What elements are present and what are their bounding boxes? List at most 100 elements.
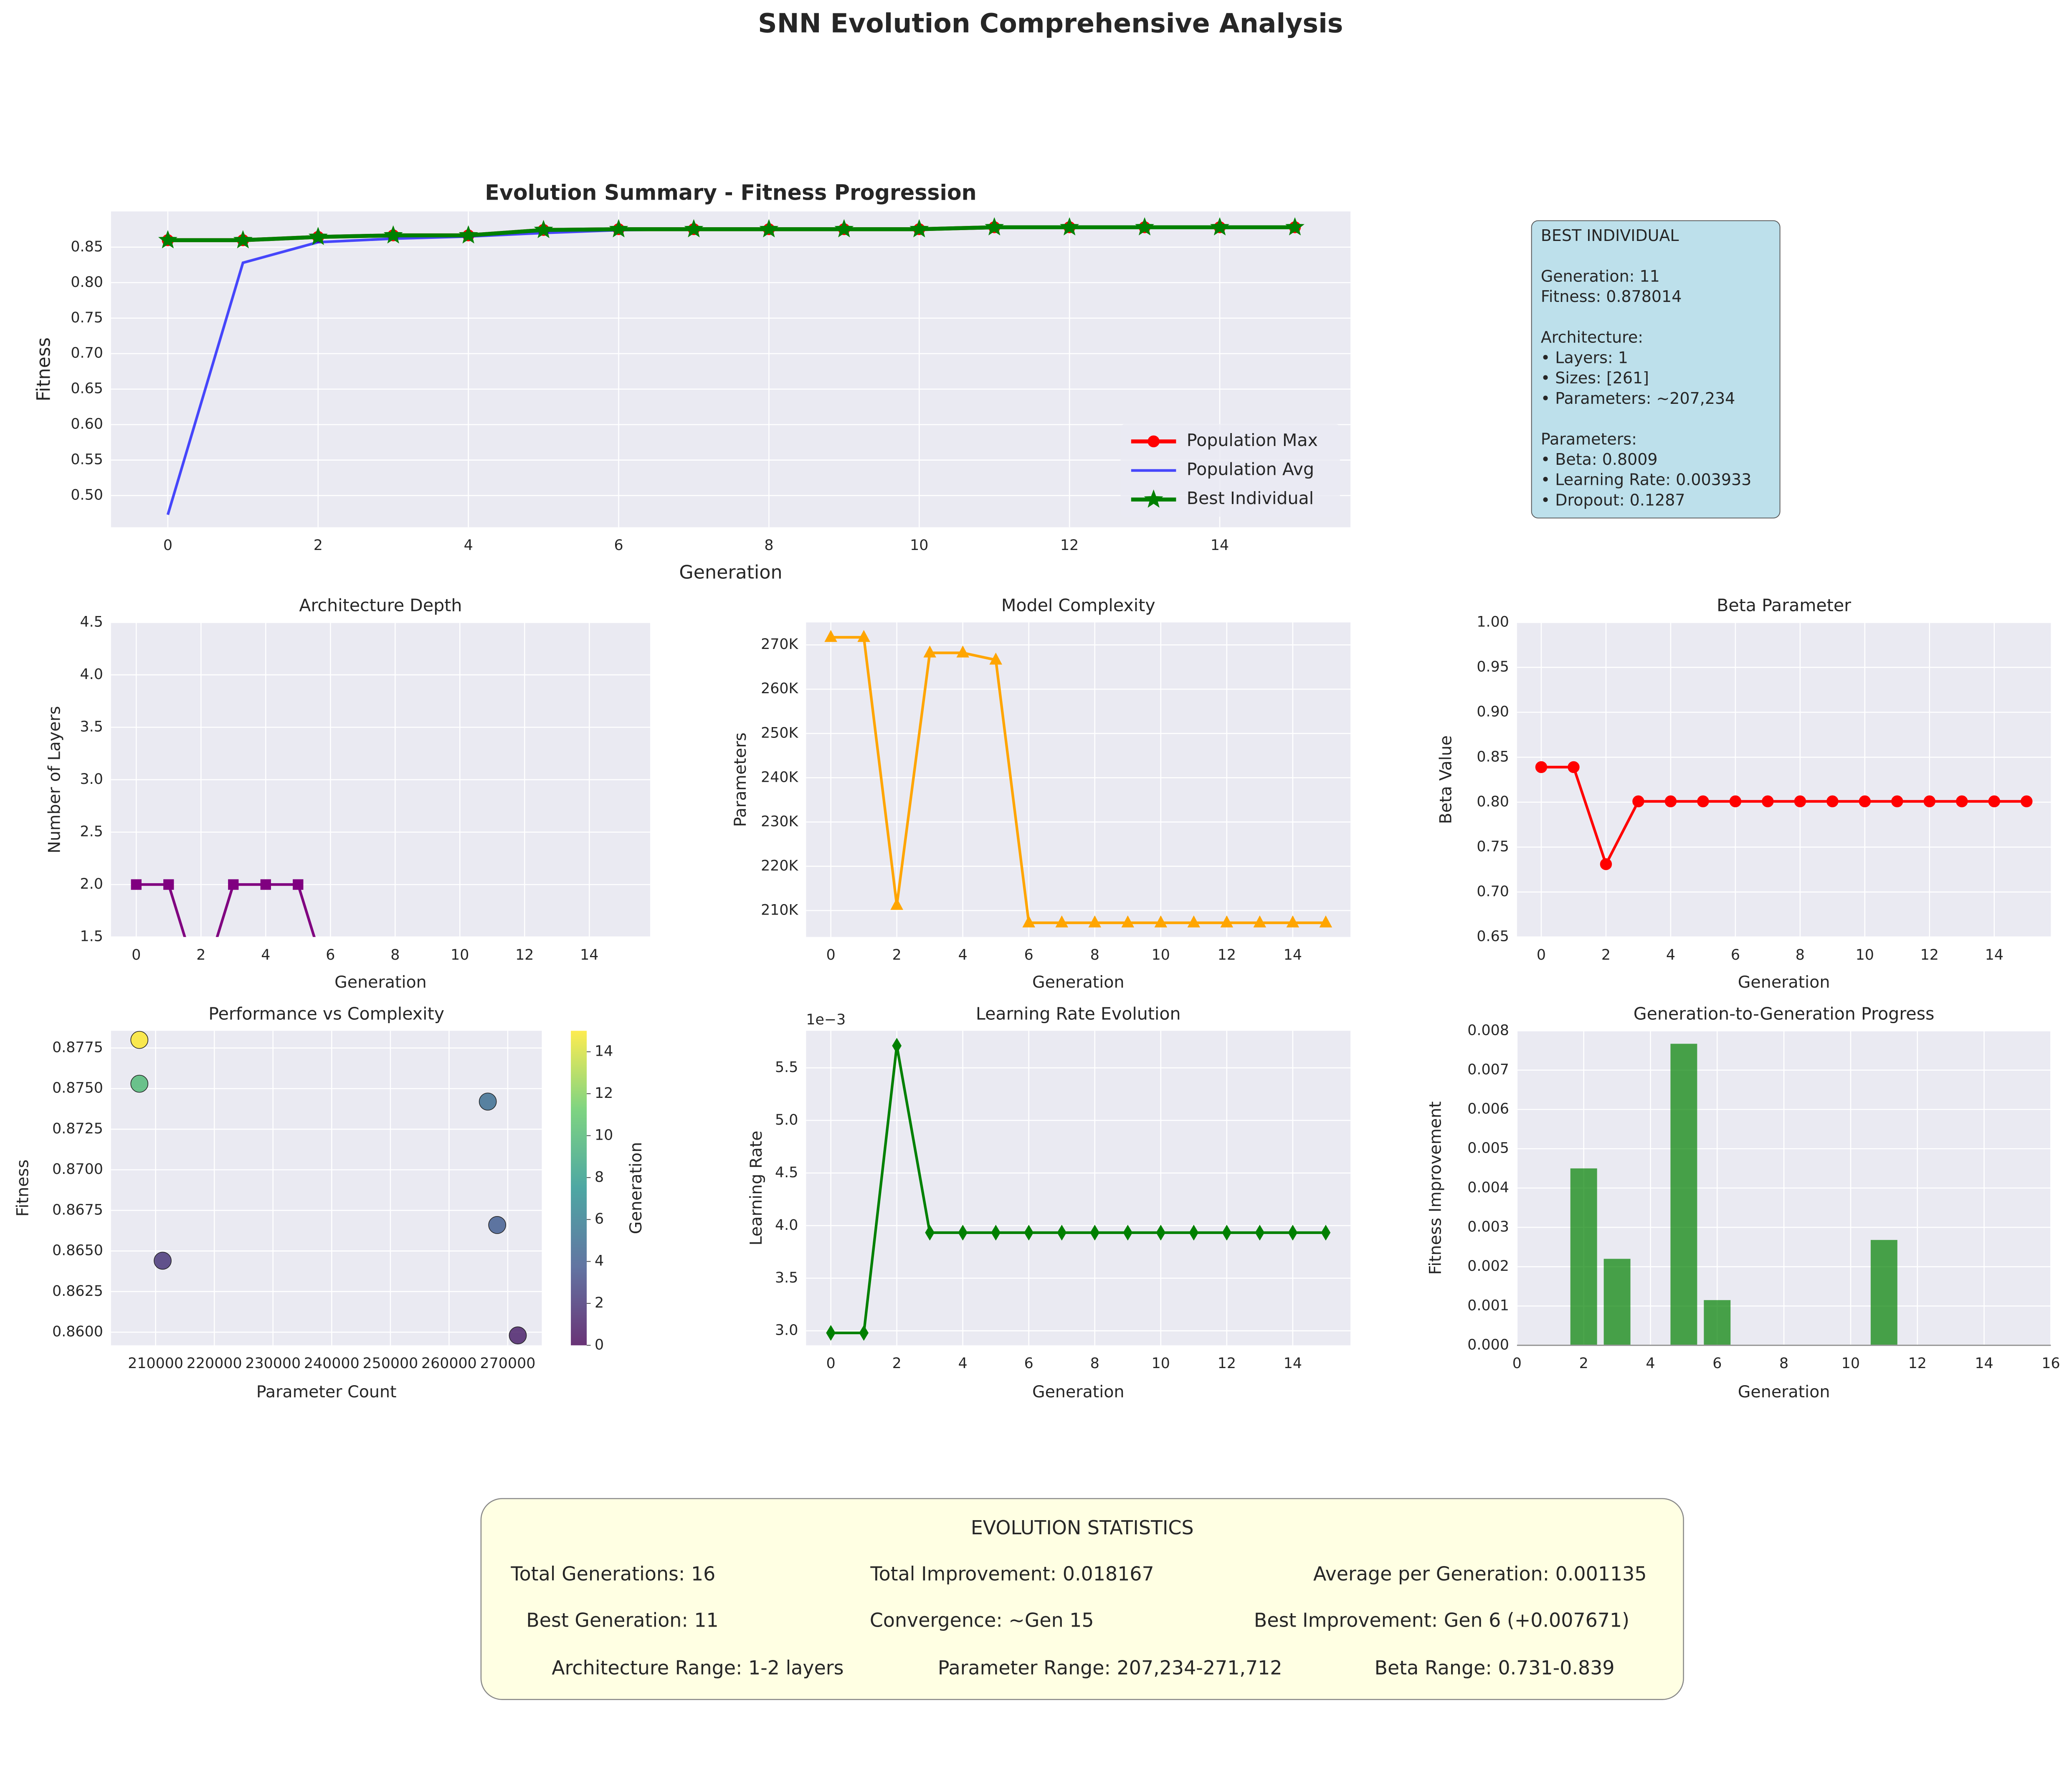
colorbar <box>571 1031 587 1346</box>
colorbar-tick-label: 4 <box>595 1253 604 1270</box>
x-tick-label: 12 <box>515 947 534 963</box>
point <box>308 227 328 245</box>
point <box>196 985 205 994</box>
y-tick-label: 0.008 <box>1467 1022 1509 1039</box>
point <box>1285 217 1304 236</box>
legend-marker <box>1147 435 1160 448</box>
point <box>1319 915 1332 928</box>
point <box>1156 1224 1166 1241</box>
stat-text: Convergence: ~Gen 15 <box>870 1609 1094 1631</box>
stat-text: Beta Range: 0.731-0.839 <box>1375 1656 1615 1679</box>
y-tick-label: 4.5 <box>775 1164 798 1181</box>
point <box>1022 915 1036 928</box>
colorbar-tick-label: 8 <box>595 1169 604 1186</box>
point <box>684 219 704 238</box>
bar <box>1670 1044 1697 1346</box>
y-axis-label: Beta Value <box>1436 735 1456 824</box>
info-line: Fitness: 0.878014 <box>1541 287 1682 306</box>
x-tick-label: 12 <box>1908 1355 1927 1372</box>
colorbar-tick-label: 2 <box>595 1295 604 1311</box>
point <box>1826 795 1839 808</box>
x-tick-label: 0 <box>132 947 141 963</box>
point <box>552 985 562 994</box>
point <box>989 652 1003 665</box>
x-tick-label: 270000 <box>480 1355 536 1372</box>
info-line: Generation: 11 <box>1541 267 1660 285</box>
x-tick-label: 10 <box>1152 947 1170 963</box>
x-tick-label: 260000 <box>421 1355 477 1372</box>
y-tick-label: 0.8625 <box>52 1283 103 1300</box>
y-tick-label: 0.006 <box>1467 1101 1509 1118</box>
x-tick-label: 6 <box>1024 947 1033 963</box>
point <box>260 879 271 890</box>
y-tick-label: 0.8600 <box>52 1323 103 1340</box>
x-tick-label: 4 <box>958 947 968 963</box>
colorbar-tick-label: 10 <box>595 1127 613 1143</box>
colorbar-tick-label: 0 <box>595 1336 604 1353</box>
y-tick-label: 0.005 <box>1467 1140 1509 1157</box>
point <box>609 219 628 238</box>
plot-content <box>130 1031 527 1345</box>
legend-box <box>1120 424 1340 517</box>
point <box>617 985 626 994</box>
plot-content <box>1535 761 2033 870</box>
point <box>1090 1224 1100 1241</box>
x-axis-label: Generation <box>1738 973 1830 992</box>
stat-text: Best Generation: 11 <box>526 1609 719 1631</box>
stat-text: Total Improvement: 0.018167 <box>870 1563 1154 1585</box>
point <box>1664 795 1677 808</box>
x-tick-label: 8 <box>1090 1355 1099 1372</box>
x-tick-label: 6 <box>1731 947 1740 963</box>
x-axis-label: Generation <box>1032 973 1125 992</box>
y-tick-label: 0.65 <box>1477 928 1509 945</box>
point <box>326 985 335 994</box>
x-tick-label: 10 <box>1856 947 1874 963</box>
point <box>458 225 478 244</box>
y-axis-label: Fitness <box>13 1159 32 1217</box>
x-tick-label: 0 <box>1512 1355 1522 1372</box>
plot-content <box>826 1038 1331 1341</box>
info-line: • Layers: 1 <box>1541 348 1628 367</box>
x-tick-label: 2 <box>1601 947 1611 963</box>
stat-text: Parameter Range: 207,234-271,712 <box>938 1656 1282 1679</box>
y-tick-label: 0.55 <box>71 451 103 468</box>
point <box>520 985 529 994</box>
x-tick-label: 6 <box>1024 1355 1033 1372</box>
legend-label: Population Avg <box>1187 459 1314 479</box>
plot-area <box>1517 622 2051 937</box>
point <box>233 230 253 248</box>
y-tick-label: 240K <box>761 769 798 786</box>
point <box>383 225 403 244</box>
point <box>1154 915 1168 928</box>
point <box>534 220 553 238</box>
point <box>923 645 936 658</box>
series-line <box>831 1045 1326 1334</box>
y-axis-label: Fitness Improvement <box>1426 1101 1445 1275</box>
x-tick-label: 4 <box>1666 947 1675 963</box>
y-tick-label: 4.5 <box>80 613 103 630</box>
x-tick-label: 12 <box>1920 947 1939 963</box>
point <box>925 1224 935 1241</box>
x-tick-label: 8 <box>1796 947 1805 963</box>
chart-title: Learning Rate Evolution <box>976 1004 1181 1024</box>
y-tick-label: 4.0 <box>775 1217 798 1234</box>
info-line: • Learning Rate: 0.003933 <box>1541 471 1751 489</box>
x-axis-label: Generation <box>1032 1382 1125 1402</box>
y-tick-label: 0.001 <box>1467 1297 1509 1314</box>
point <box>892 1038 902 1054</box>
x-tick-label: 240000 <box>304 1355 360 1372</box>
chart-title: Evolution Summary - Fitness Progression <box>485 180 976 205</box>
offset-label: 1e−3 <box>806 1011 846 1028</box>
point <box>1794 795 1806 808</box>
bar <box>1704 1300 1731 1346</box>
point <box>1121 915 1135 928</box>
x-tick-label: 10 <box>1152 1355 1170 1372</box>
y-tick-label: 0.8725 <box>52 1120 103 1137</box>
x-tick-label: 220000 <box>187 1355 242 1372</box>
series-line <box>167 225 1295 242</box>
info-line: • Beta: 0.8009 <box>1541 450 1658 469</box>
point <box>857 630 870 642</box>
y-tick-label: 5.0 <box>775 1112 798 1128</box>
